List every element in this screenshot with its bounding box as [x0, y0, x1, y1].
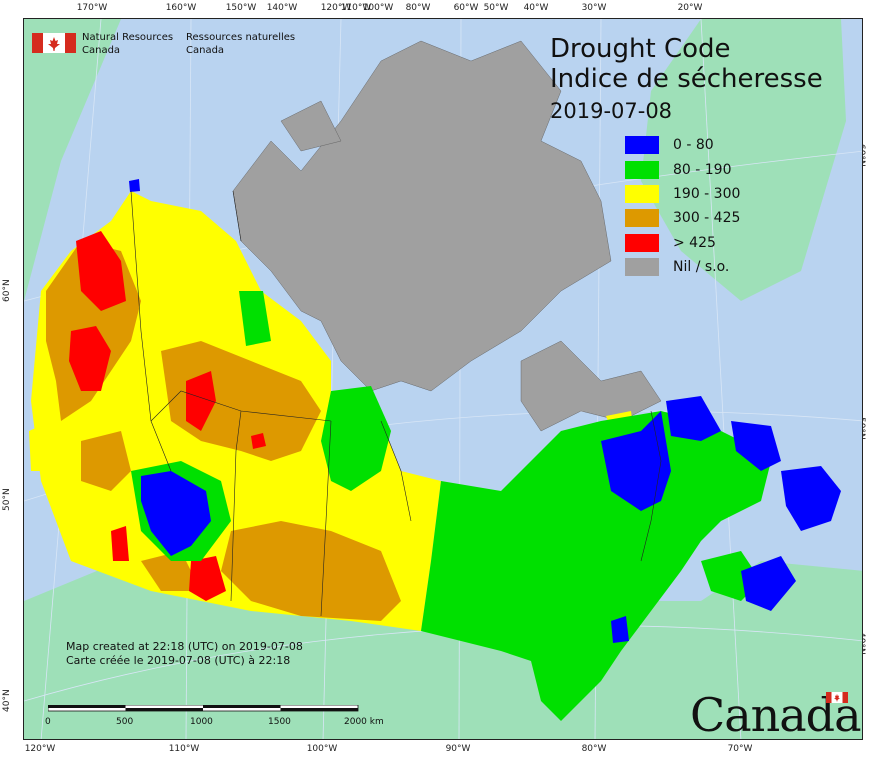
lon-label: 80°W: [581, 744, 607, 754]
legend-swatch: [625, 136, 659, 155]
title-en: Drought Code: [550, 34, 731, 64]
boundaries: [130, 190, 662, 617]
agency-name-en: Natural Resources Canada: [82, 32, 174, 56]
legend: 0 - 80 80 - 190 190 - 300 300 - 425 > 42…: [625, 133, 740, 279]
map-title: Drought Code Indice de sécheresse 2019-0…: [550, 34, 823, 126]
legend-item: 80 - 190: [625, 157, 740, 181]
lon-label: 120°W: [24, 744, 56, 754]
lon-label: 140°W: [266, 3, 298, 13]
lon-label: 110°W: [340, 3, 372, 13]
scale-label: 500: [116, 717, 134, 727]
drought-map: [24, 19, 862, 739]
wordmark-flag-icon: [826, 692, 848, 703]
agency-name-fr: Ressources naturelles Canada: [186, 32, 296, 56]
lon-label: 150°W: [225, 3, 257, 13]
lon-label: 30°W: [581, 3, 607, 13]
lat-label: 50°N: [2, 488, 12, 511]
legend-swatch: [625, 258, 659, 277]
scale-bar: 0 500 1000 1500 2000 km: [45, 704, 388, 731]
legend-swatch: [625, 160, 659, 179]
band-over-425: [69, 231, 266, 601]
lon-label: 170°W: [76, 3, 108, 13]
map-canvas[interactable]: [23, 18, 863, 740]
legend-swatch: [625, 184, 659, 203]
lon-label: 60°W: [453, 3, 479, 13]
legend-item: Nil / s.o.: [625, 255, 740, 279]
lat-label: 40°N: [2, 689, 12, 712]
scale-bar-graphic: [47, 704, 359, 712]
scale-label: 1500: [268, 717, 291, 727]
lon-label: 100°W: [306, 744, 338, 754]
lon-label: 90°W: [445, 744, 471, 754]
scale-label: 0: [45, 717, 51, 727]
lon-label: 160°W: [165, 3, 197, 13]
legend-item: > 425: [625, 231, 740, 255]
legend-item: 0 - 80: [625, 133, 740, 157]
lon-label: 50°W: [483, 3, 509, 13]
map-date: 2019-07-08: [550, 99, 673, 123]
legend-swatch: [625, 233, 659, 252]
scale-label: 2000 km: [344, 717, 384, 727]
legend-item: 300 - 425: [625, 206, 740, 230]
title-fr: Indice de sécheresse: [550, 64, 823, 94]
lon-label: 110°W: [168, 744, 200, 754]
lat-label: 60°N: [2, 279, 12, 302]
lon-label: 70°W: [727, 744, 753, 754]
legend-swatch: [625, 209, 659, 228]
credit-en: Map created at 22:18 (UTC) on 2019-07-08: [66, 640, 303, 653]
legend-item: 190 - 300: [625, 182, 740, 206]
credit-fr: Carte créée le 2019-07-08 (UTC) à 22:18: [66, 654, 291, 667]
lon-label: 20°W: [677, 3, 703, 13]
map-credit: Map created at 22:18 (UTC) on 2019-07-08…: [66, 640, 303, 668]
lon-label: 120°W: [320, 3, 352, 13]
lon-label: 40°W: [523, 3, 549, 13]
band-0-80: [129, 179, 841, 643]
scale-label: 1000: [190, 717, 213, 727]
lon-label: 80°W: [405, 3, 431, 13]
lon-label: 100°W: [362, 3, 394, 13]
canada-flag-icon: [32, 33, 76, 53]
